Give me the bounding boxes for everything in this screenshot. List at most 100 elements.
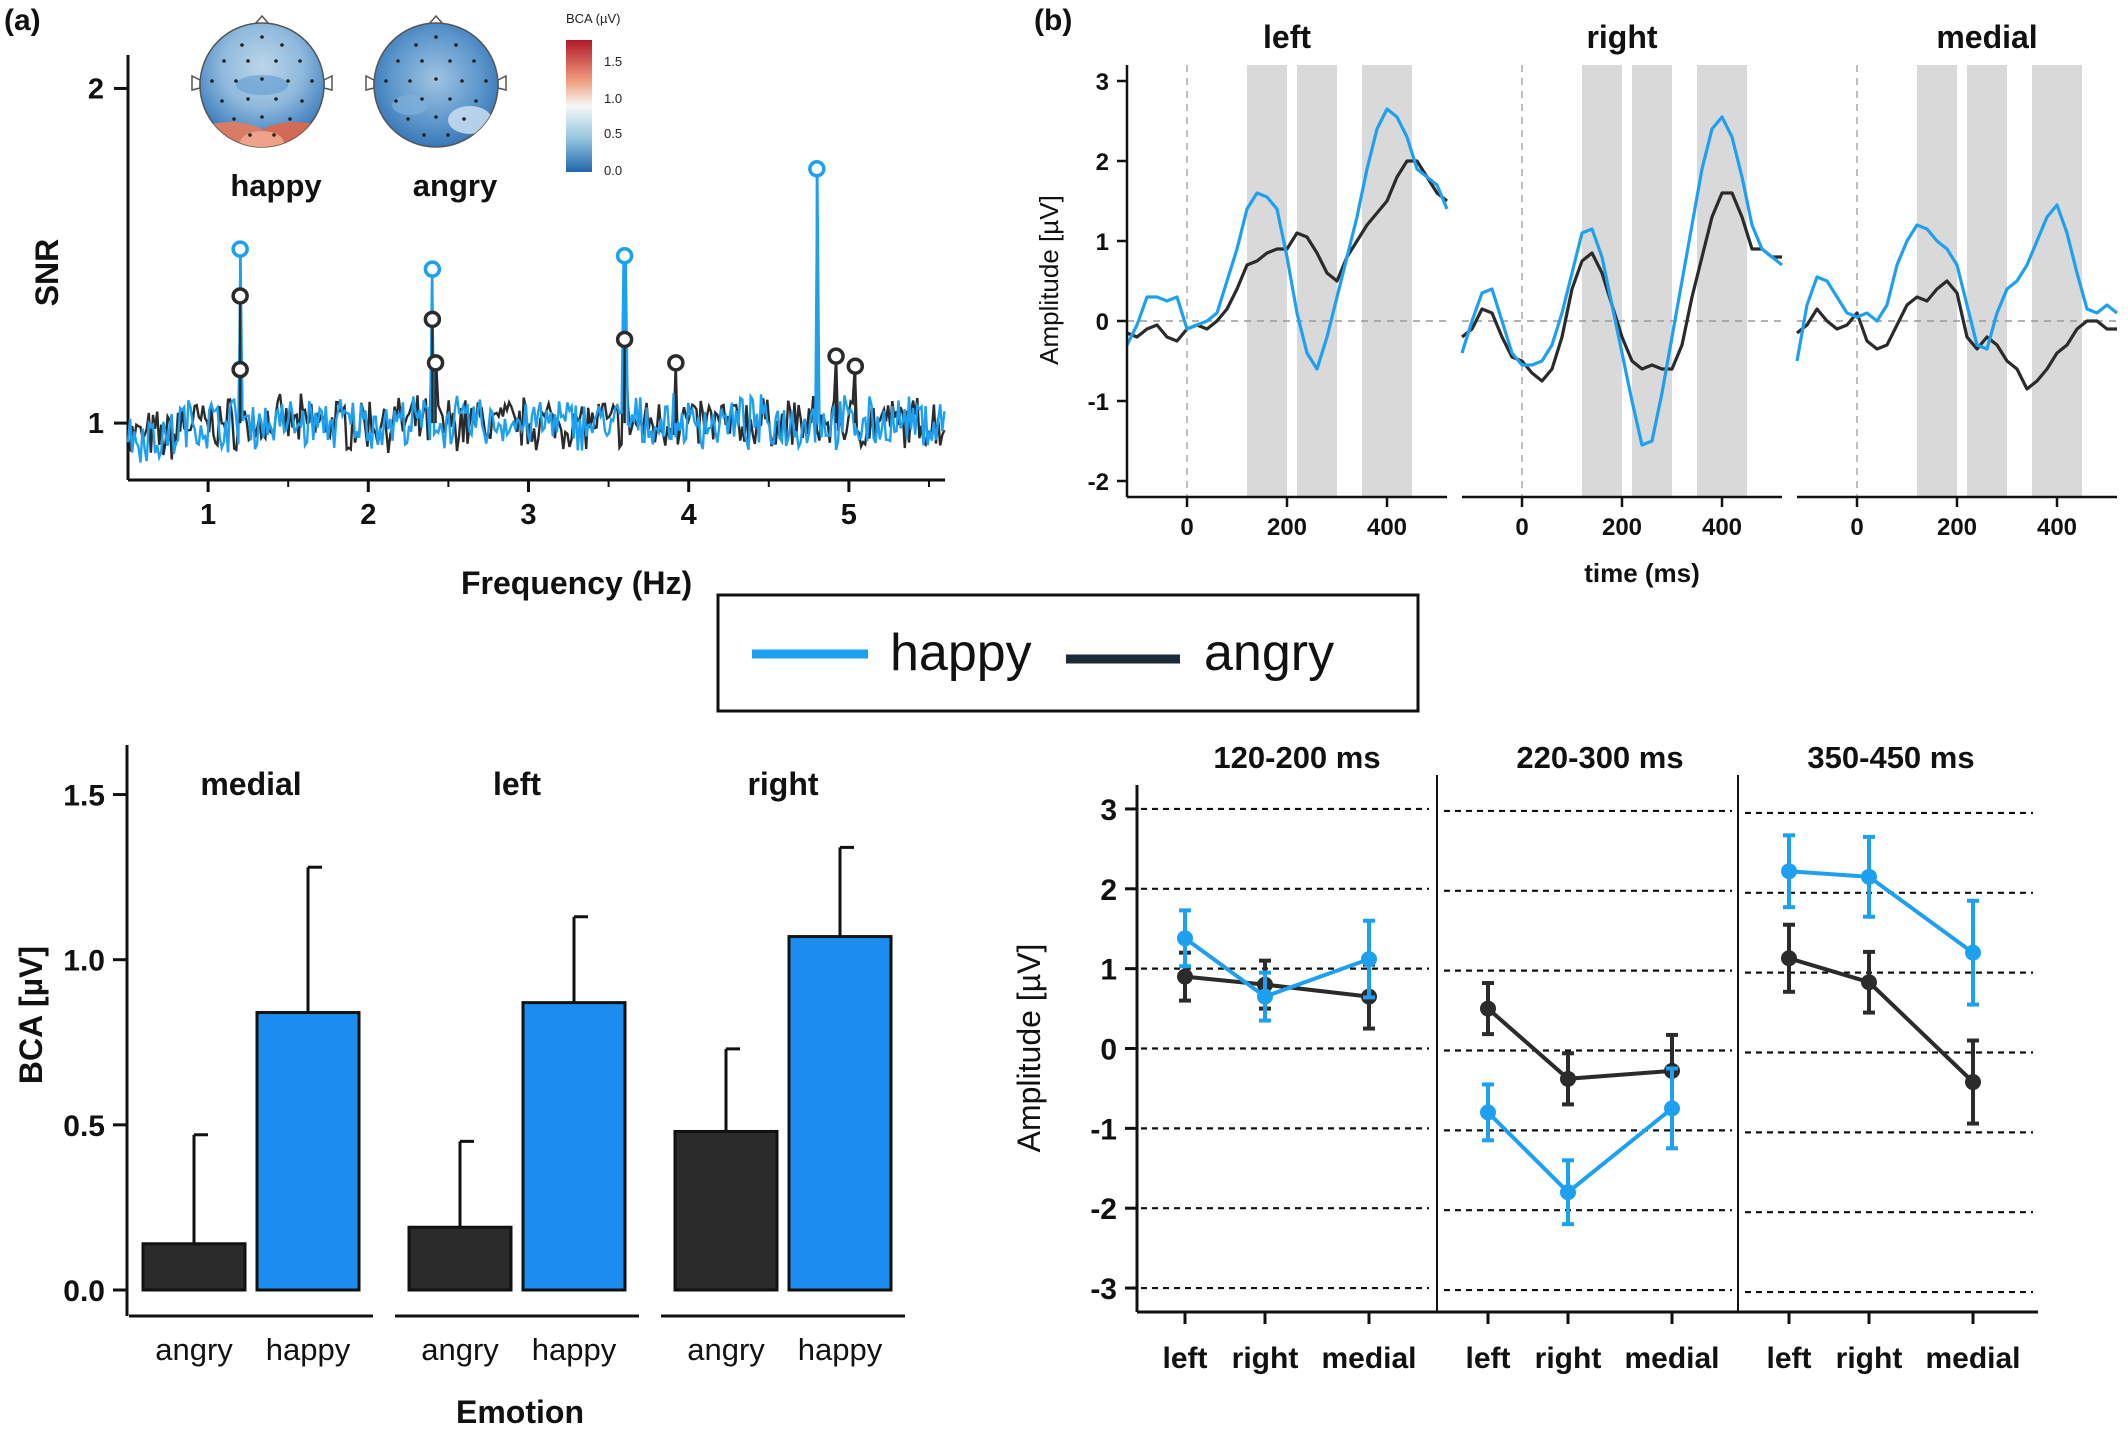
d-x-tick-label: left [1466, 1342, 1511, 1375]
bca-colorbar-tick-0.0: 0.0 [604, 163, 622, 178]
d-x-tick-label: left [1767, 1342, 1812, 1375]
electrode-dot [474, 99, 478, 103]
d-y-tick-label: 1 [1100, 954, 1117, 987]
electrode-dot [448, 59, 452, 63]
electrode-dot [274, 97, 278, 101]
electrode-dot [310, 79, 314, 83]
electrode-dot [396, 59, 400, 63]
electrode-dot [286, 79, 290, 83]
b-panel-title: medial [1936, 19, 2037, 55]
d-point-angry [1861, 974, 1877, 991]
c-y-tick-label: 1.0 [63, 945, 105, 978]
a-peak-marker-angry [827, 347, 845, 365]
a-y-tick-label: 1 [88, 408, 104, 440]
topomap-label-happy: happy [230, 168, 322, 203]
bca-colorbar-tick-1.0: 1.0 [604, 91, 622, 106]
electrode-dot [222, 59, 226, 63]
a-x-tick-label: 2 [360, 499, 376, 531]
b-x-tick-label: 400 [1367, 514, 1407, 541]
d-panel-title: 350-450 ms [1807, 740, 1974, 775]
a-peak-marker-angry [231, 360, 249, 379]
c-x-tick-label: happy [266, 1332, 351, 1367]
electrode-dot [246, 97, 250, 101]
bca-colorbar-tick-0.5: 0.5 [604, 126, 622, 141]
topomap-label-angry: angry [413, 168, 498, 203]
electrode-dot [422, 133, 426, 137]
legend-label-angry: angry [1204, 624, 1334, 682]
b-panel-title: right [1586, 19, 1657, 55]
d-point-happy [1560, 1184, 1576, 1201]
bca-colorbar: BCA (µV) 1.5 1.0 0.5 0.0 [566, 11, 622, 178]
b-erp-line-happy [1125, 107, 1449, 371]
b-erp-line-angry [1796, 279, 2117, 391]
b-shaded-window [1247, 65, 1287, 497]
d-y-tick-label: 3 [1100, 794, 1117, 827]
b-y-tick-label: 3 [1096, 69, 1109, 96]
electrode-dot [260, 35, 264, 39]
c-bar-angry [141, 1242, 247, 1292]
electrode-dot [248, 133, 252, 137]
bca-colorbar-gradient [566, 40, 592, 172]
b-shaded-window [1967, 65, 2007, 497]
d-x-tick-label: medial [1321, 1342, 1416, 1375]
d-panel-title: 120-200 ms [1213, 740, 1380, 775]
legend-label-happy: happy [890, 624, 1032, 682]
electrode-dot [460, 79, 464, 83]
d-point-happy [1664, 1100, 1680, 1117]
a-peak-marker-angry [615, 330, 634, 349]
b-y-tick-label: -2 [1088, 469, 1109, 496]
a-x-tick-label: 1 [200, 499, 216, 531]
a-x-tick-label: 5 [841, 499, 857, 531]
electrode-dot [446, 133, 450, 137]
c-bar-angry [407, 1225, 513, 1292]
electrode-dot [260, 115, 264, 119]
electrode-dot [408, 79, 412, 83]
a-peak-marker-happy [808, 160, 826, 178]
b-shaded-window [1697, 65, 1747, 497]
c-x-axis-label: Emotion [456, 1394, 584, 1430]
electrode-dot [462, 117, 466, 121]
electrode-dot [414, 43, 418, 47]
topomap-angry [365, 14, 507, 148]
electrode-dot [406, 117, 410, 121]
panel-c: 0.0 0.5 1.0 1.5 BCA [µV] medial angry happy left… [13, 745, 905, 1430]
b-shaded-window [1917, 65, 1957, 497]
a-peak-marker-happy [423, 260, 442, 278]
electrode-dot [454, 43, 458, 47]
d-y-tick-label: -3 [1090, 1273, 1117, 1306]
electrode-dot [384, 79, 388, 83]
electrode-dot [240, 43, 244, 47]
b-x-tick-label: 400 [2037, 514, 2077, 541]
a-peak-marker-angry [846, 357, 865, 375]
d-y-tick-label: 0 [1100, 1034, 1117, 1067]
b-y-axis-label: Amplitude [µV] [1034, 195, 1064, 365]
c-y-tick-label: 0.5 [63, 1110, 105, 1143]
d-point-angry [1480, 1000, 1496, 1017]
electrode-dot [274, 59, 278, 63]
b-x-tick-label: 0 [1515, 514, 1528, 541]
a-x-tick-label: 3 [520, 499, 536, 531]
electrode-dot [434, 35, 438, 39]
d-y-tick-label: -2 [1090, 1193, 1117, 1226]
b-y-tick-label: 0 [1096, 309, 1109, 336]
a-peak-marker-angry [231, 287, 249, 305]
d-x-tick-label: medial [1925, 1342, 2020, 1375]
d-point-happy [1480, 1104, 1496, 1121]
electrode-dot [300, 99, 304, 103]
d-x-tick-label: right [1535, 1342, 1602, 1375]
electrode-dot [448, 97, 452, 101]
bca-colorbar-title: BCA (µV) [566, 11, 620, 26]
b-y-tick-label: 1 [1096, 229, 1109, 256]
electrode-dot [260, 77, 264, 81]
b-shaded-window [2032, 65, 2082, 497]
a-peak-marker-happy [615, 247, 634, 265]
c-bar-angry [673, 1129, 779, 1292]
electrode-dot [246, 59, 250, 63]
c-y-tick-label: 0.0 [63, 1275, 105, 1308]
b-shaded-window [1582, 65, 1622, 497]
electrode-dot [420, 97, 424, 101]
a-x-tick-label: 4 [681, 499, 697, 531]
b-y-tick-label: -1 [1088, 389, 1109, 416]
